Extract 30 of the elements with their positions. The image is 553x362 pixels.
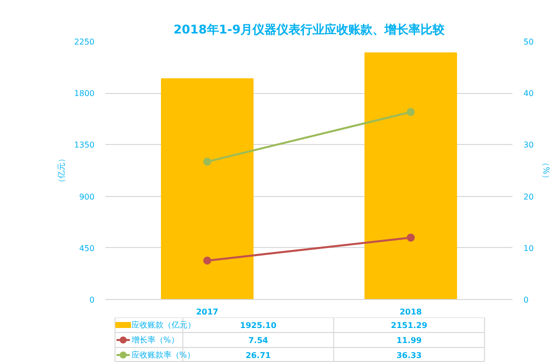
y2-tick-label: 30 — [524, 140, 534, 150]
y2-tick-label: 10 — [524, 244, 534, 253]
y2-tick-label: 50 — [524, 38, 534, 46]
point — [203, 158, 212, 166]
point — [406, 108, 415, 116]
y-tick-label: 900 — [79, 192, 95, 202]
y2-tick-label: 20 — [524, 192, 534, 202]
y-tick-label: 450 — [79, 244, 95, 253]
data-label: 1925.10 — [240, 321, 277, 330]
point — [406, 234, 415, 242]
legend-label: 应收账款（亿元） — [131, 320, 196, 330]
y-axis-title: （亿元） — [57, 154, 66, 186]
legend-label: 应收账款率（%） — [131, 350, 195, 360]
point — [203, 256, 212, 265]
data-label: 26.71 — [246, 351, 272, 360]
y-tick-label: 1800 — [74, 89, 94, 98]
y-tick-label: 2250 — [74, 38, 94, 46]
y2-tick-label: 0 — [524, 296, 529, 304]
data-label: 7.54 — [248, 336, 269, 345]
chart-title: 2018年1-9月仪器仪表行业应收账款、增长率比较 — [173, 22, 446, 36]
x-tick-label: 2017 — [196, 308, 218, 316]
data-label: 11.99 — [396, 336, 422, 345]
y-tick-label: 1350 — [74, 140, 94, 150]
y2-axis-title: （%） — [542, 158, 551, 182]
x-tick-label: 2018 — [400, 308, 422, 316]
y-tick-label: 0 — [89, 296, 95, 304]
data-label: 2151.29 — [390, 321, 428, 330]
data-label: 36.33 — [396, 351, 422, 360]
y2-tick-label: 40 — [524, 89, 534, 98]
legend-label: 增长率（%） — [130, 336, 179, 344]
